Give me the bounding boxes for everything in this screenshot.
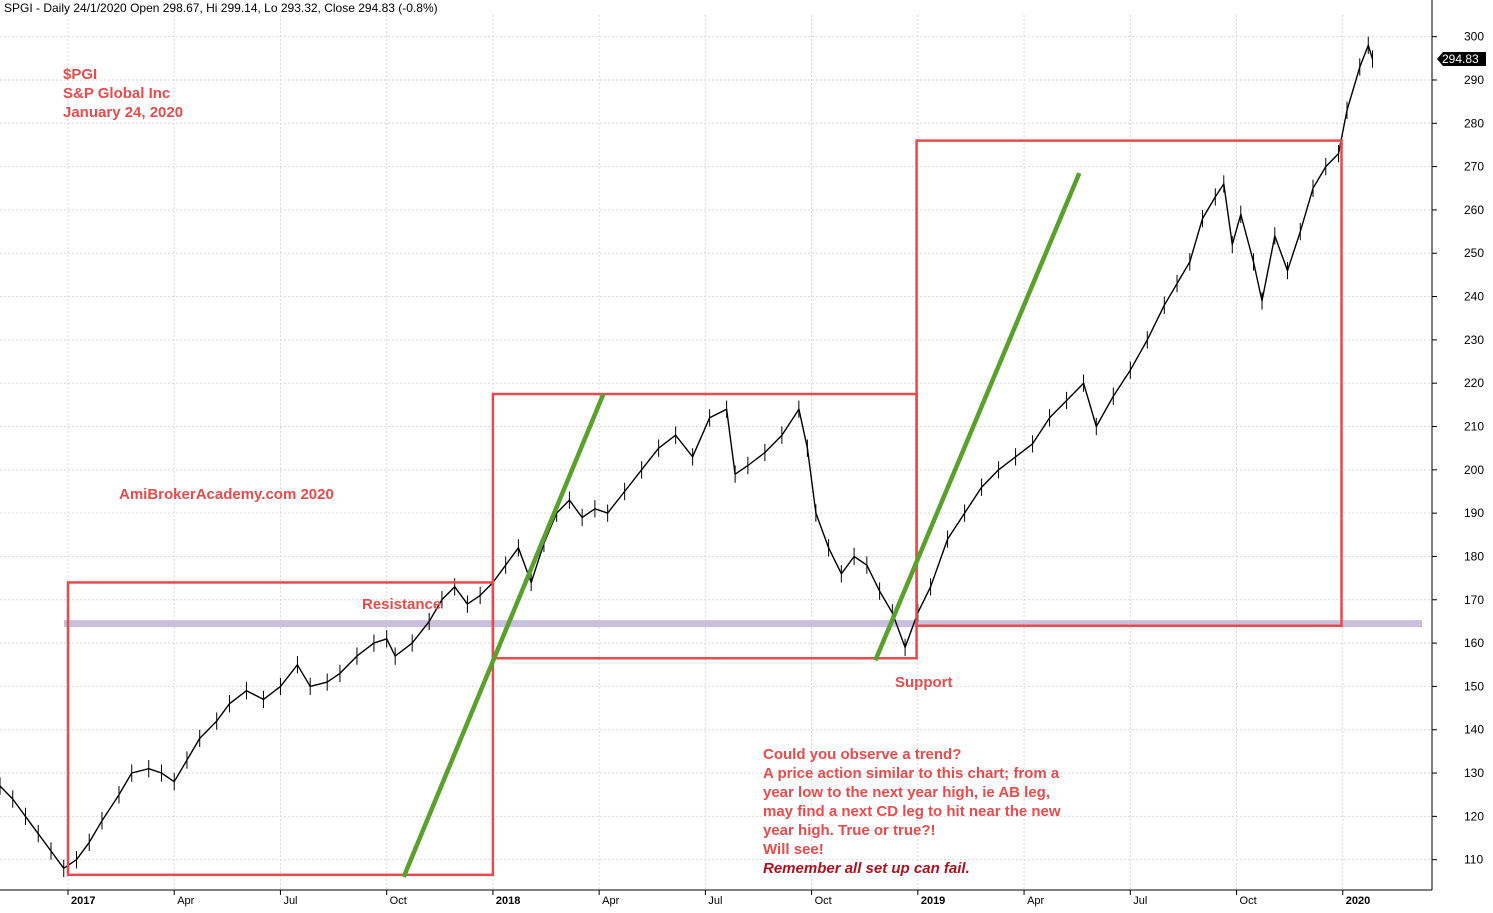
range-box <box>915 139 1343 628</box>
y-tick-label: 190 <box>1464 506 1484 520</box>
range-box <box>66 581 495 877</box>
y-tick-label: 250 <box>1464 246 1484 260</box>
trend-line <box>401 393 606 878</box>
y-tick-label: 110 <box>1464 853 1483 867</box>
y-tick-label: 290 <box>1464 73 1484 87</box>
x-tick-label: 2017 <box>71 895 95 907</box>
y-tick-label: 160 <box>1464 636 1484 650</box>
y-tick-label: 120 <box>1464 809 1484 823</box>
y-tick-label: 260 <box>1464 203 1484 217</box>
price-layer <box>0 36 1374 878</box>
x-tick-label: 2020 <box>1346 895 1370 907</box>
x-tick-label: Apr <box>1027 895 1044 907</box>
y-tick-label: 140 <box>1464 723 1484 737</box>
trend-line <box>873 172 1082 662</box>
title-ticker: $PGI <box>63 66 97 83</box>
y-tick-label: 280 <box>1464 116 1484 130</box>
x-tick-label: 2018 <box>496 895 520 907</box>
x-tick-label: Oct <box>1240 895 1257 907</box>
last-price-background <box>1437 52 1486 67</box>
x-tick-label: Jul <box>708 895 722 907</box>
box-layer <box>66 139 1343 877</box>
x-tick-label: Apr <box>177 895 194 907</box>
x-tick-label: Jul <box>283 895 297 907</box>
y-tick-label: 240 <box>1464 290 1484 304</box>
note-line-6: Will see! <box>763 841 824 858</box>
note-line-5: year high. True or true?! <box>763 822 936 839</box>
trend-layer <box>401 172 1082 878</box>
resistance-label: Resistance <box>362 596 441 613</box>
grid-layer <box>0 15 1432 890</box>
x-tick-label: Jul <box>1133 895 1147 907</box>
note-emphasis: Remember all set up can fail. <box>763 860 970 877</box>
y-tick-label: 300 <box>1464 30 1484 44</box>
title-company: S&P Global Inc <box>63 85 170 102</box>
y-tick-label: 230 <box>1464 333 1484 347</box>
y-tick-label: 170 <box>1464 593 1484 607</box>
y-tick-label: 210 <box>1464 420 1484 434</box>
note-line-3: year low to the next year high, ie AB le… <box>763 784 1050 801</box>
note-line-2: A price action similar to this chart; fr… <box>763 765 1060 782</box>
chart-header: SPGI - Daily 24/1/2020 Open 298.67, Hi 2… <box>4 1 438 15</box>
y-tick-label: 130 <box>1464 766 1484 780</box>
note-line-4: may find a next CD leg to hit near the n… <box>763 803 1061 820</box>
last-price-tag: 294.83 <box>1437 52 1486 66</box>
watermark: AmiBrokerAcademy.com 2020 <box>119 486 334 503</box>
y-tick-label: 270 <box>1464 160 1484 174</box>
x-tick-label: Oct <box>390 895 407 907</box>
x-tick-label: Apr <box>602 895 619 907</box>
support-label: Support <box>895 674 953 691</box>
x-tick-label: 2019 <box>921 895 945 907</box>
note-line-1: Could you observe a trend? <box>763 746 961 763</box>
title-date: January 24, 2020 <box>63 104 183 121</box>
y-tick-label: 220 <box>1464 376 1484 390</box>
x-tick-label: Oct <box>815 895 832 907</box>
y-tick-label: 200 <box>1464 463 1484 477</box>
last-price-label: 294.83 <box>1442 52 1479 66</box>
y-tick-label: 150 <box>1464 679 1484 693</box>
y-tick-label: 180 <box>1464 549 1484 563</box>
